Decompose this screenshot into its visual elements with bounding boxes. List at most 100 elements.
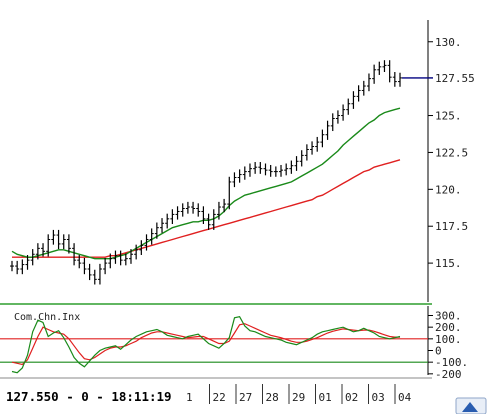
price-bar [10,260,14,272]
price-bar [15,260,20,275]
price-bar [372,64,377,84]
price-bar [128,249,133,264]
price-bar [361,80,366,96]
indicator-axis-tick-label: 200. [435,321,462,334]
price-bar [180,203,185,217]
price-bar [61,234,66,250]
moving-average-fast-line [11,107,401,260]
indicator-axis-tick-label: -200 [435,368,462,381]
date-axis: 1 22 27 28 29 01 02 03 04 [186,384,412,404]
price-bar [134,244,139,260]
indicator-reference-lines [0,338,428,363]
price-bar [310,141,315,155]
price-bar [97,263,102,285]
indicator-axis-tick-label: 0 [435,345,442,358]
price-bar [25,254,30,270]
arrow-icon [462,402,478,412]
price-bar [87,263,92,281]
price-axis-ticks: 130. 127.55 125. 122.5 120. 117.5 115. [428,36,475,270]
price-bar [160,218,165,233]
price-bar [154,222,159,239]
price-bar [387,60,392,83]
price-bar [170,209,175,225]
price-bar [185,201,190,214]
indicator-axis-tick-label: 100. [435,333,462,346]
price-bar [304,144,309,161]
price-bar [289,160,294,174]
price-bar [315,136,320,152]
price-bar [51,229,56,245]
price-bar [56,229,61,250]
price-bar [356,85,361,102]
date-tick-label: 03 [372,391,385,404]
date-tick-label: 1 [186,391,193,404]
indicator-label: Com.Chn.Inx [14,312,80,323]
price-bar [66,234,71,254]
price-bar [216,201,221,220]
price-bar [253,162,258,174]
price-axis-tick-label: 130. [435,36,462,49]
price-bar [268,164,273,177]
price-bar [382,60,387,73]
price-bar [41,243,46,257]
price-bar [335,110,340,124]
price-bar [30,249,35,266]
status-readout: 127.550 - 0 - 18:11:19 [6,389,172,404]
price-bar [284,163,289,176]
price-bar [263,163,268,176]
price-bar [294,156,299,171]
price-bar [149,228,154,245]
price-bar [72,243,77,266]
date-tick-label: 01 [319,391,332,404]
price-axis-tick-label: 115. [435,257,462,270]
price-bar [175,206,180,220]
cci-signal-line [11,323,400,366]
price-bar [398,72,402,87]
price-bar [113,250,118,264]
price-bar [330,113,335,132]
price-bar [299,150,304,167]
price-bar [108,253,113,269]
indicator-axis-tick-label: -100. [435,356,468,369]
price-bar [392,72,397,87]
price-bar [206,213,211,230]
price-bar [46,234,51,257]
price-axis-tick-label: 127.55 [435,72,475,85]
price-bar [123,253,128,266]
price-axis-tick-label: 122.5 [435,146,468,159]
price-bar [320,129,325,148]
corner-button[interactable] [455,397,487,414]
price-bar [242,166,247,180]
price-bar [222,198,227,213]
price-bar [92,269,97,285]
price-bar [279,164,284,177]
price-bar [377,61,382,75]
price-panel[interactable]: 130. 127.55 125. 122.5 120. 117.5 115. [10,20,475,302]
date-tick-label: 04 [398,391,412,404]
price-axis-tick-label: 117.5 [435,220,468,233]
price-bar [366,73,371,92]
price-bar [211,209,216,230]
moving-average-slow-line [12,159,401,258]
date-tick-label: 29 [292,391,305,404]
status-bar: 127.550 - 0 - 18:11:19 1 22 27 28 29 01 02 03 04 [6,384,412,404]
date-tick-label: 28 [266,391,279,404]
price-bar [346,98,351,115]
price-bar [82,257,87,275]
price-bar [227,176,232,210]
date-tick-label: 27 [239,391,252,404]
price-bar [351,91,356,109]
price-axis-tick-label: 120. [435,183,462,196]
price-bar [237,169,242,183]
price-bar [258,162,263,174]
price-bar [247,163,252,177]
price-bar [20,259,25,275]
cci-line [11,316,401,374]
price-bar [191,201,196,214]
price-axis-tick-label: 125. [435,110,462,123]
indicator-panel[interactable]: Com.Chn.Inx 300.200.100.0-100.-200 [0,306,468,381]
price-bar [165,213,170,229]
price-bar [103,257,108,275]
price-bar [201,206,206,225]
